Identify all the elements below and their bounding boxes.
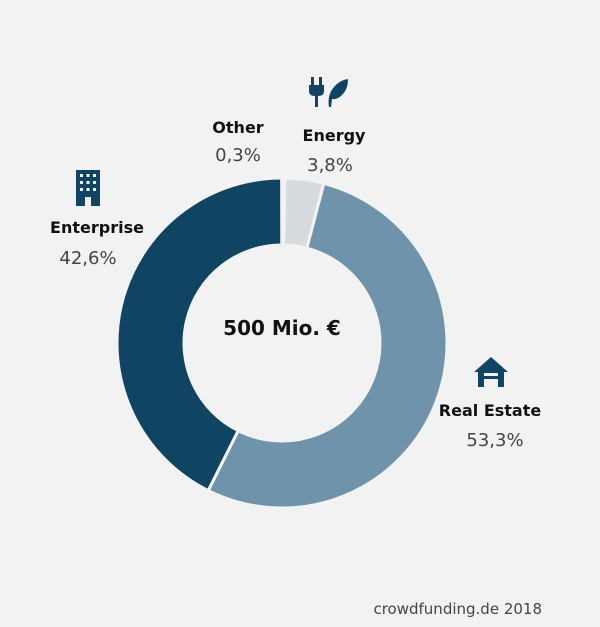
house-icon (474, 357, 508, 387)
slice-other (280, 176, 287, 247)
building-icon (76, 170, 100, 206)
plug-leaf-icon (309, 77, 348, 107)
label-other: Other (212, 118, 264, 137)
label-real-estate: Real Estate (438, 401, 542, 420)
center-total: 500 Mio. € (223, 316, 341, 340)
value-energy: 3,8% (307, 155, 353, 176)
slice-enterprise (115, 176, 284, 493)
value-enterprise: 42,6% (59, 248, 117, 269)
source-credit: crowdfunding.de 2018 (373, 600, 542, 618)
label-enterprise: Enterprise (50, 218, 144, 237)
slice-real-estate (206, 181, 449, 510)
value-other: 0,3% (215, 145, 261, 166)
label-energy: Energy (302, 126, 366, 145)
value-real-estate: 53,3% (466, 430, 524, 451)
